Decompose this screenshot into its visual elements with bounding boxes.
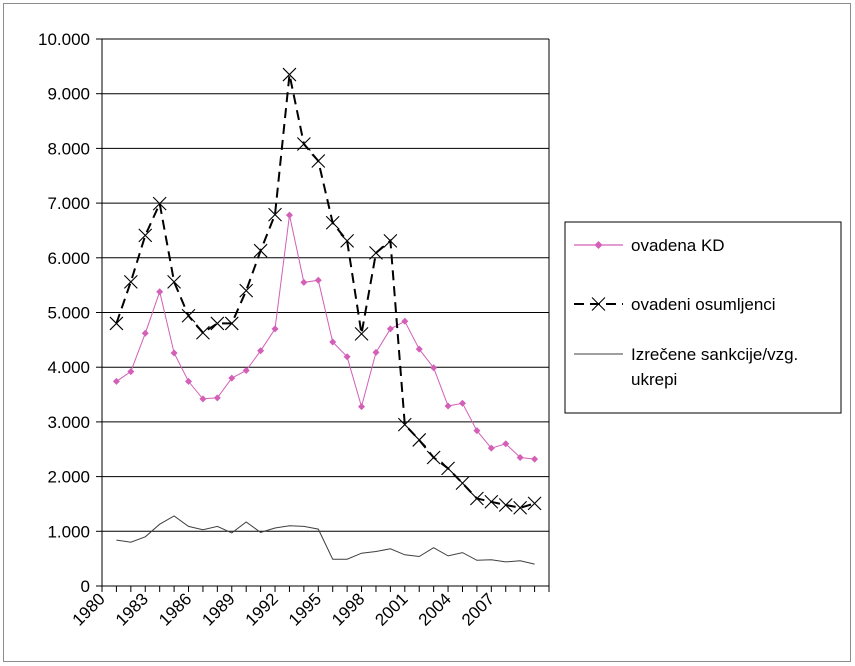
data-point-x xyxy=(123,274,138,289)
y-tick-label: 5.000 xyxy=(47,304,90,323)
x-tick-label: 1995 xyxy=(285,589,325,629)
data-point-x xyxy=(325,215,340,230)
data-point-diamond xyxy=(257,347,265,355)
data-point-diamond xyxy=(502,440,510,448)
data-point-x xyxy=(181,308,196,323)
legend-label-ovadena-kd: ovadena KD xyxy=(631,236,725,255)
data-point-diamond xyxy=(329,338,337,346)
data-point-diamond xyxy=(156,288,164,296)
x-tick-label: 2001 xyxy=(371,589,411,629)
x-tick-label: 1980 xyxy=(69,589,109,629)
y-tick-label: 6.000 xyxy=(47,249,90,268)
x-tick-label: 2004 xyxy=(415,589,455,629)
y-tick-label: 3.000 xyxy=(47,413,90,432)
y-tick-label: 0 xyxy=(81,577,90,596)
data-point-x xyxy=(412,433,427,447)
data-point-x xyxy=(138,228,153,243)
data-point-diamond xyxy=(314,276,322,284)
data-point-x xyxy=(253,243,268,258)
x-tick-label: 1992 xyxy=(242,589,282,629)
data-point-x xyxy=(210,316,225,331)
data-point-diamond xyxy=(401,317,409,325)
data-point-x xyxy=(224,316,239,331)
data-point-diamond xyxy=(487,444,495,452)
data-point-diamond xyxy=(185,377,193,385)
data-point-diamond xyxy=(213,394,221,402)
x-tick-label: 2007 xyxy=(458,589,498,629)
legend-box xyxy=(564,221,842,414)
data-point-diamond xyxy=(372,348,380,356)
data-point-diamond xyxy=(444,402,452,410)
data-point-diamond xyxy=(112,377,120,385)
x-axis-tick-labels: 1980 1983 1986 1989 1992 1995 1998 2001 2004 2007 xyxy=(69,589,499,629)
data-point-x xyxy=(484,494,499,509)
data-point-diamond xyxy=(343,353,351,361)
y-axis-tick-labels: 0 1.000 2.000 3.000 4.000 5.000 6.000 7.000 8.00… xyxy=(38,30,90,596)
data-point-x xyxy=(311,154,326,168)
series-line-2 xyxy=(115,74,535,509)
axes xyxy=(96,38,550,592)
y-tick-label: 10.000 xyxy=(38,30,90,49)
gridlines xyxy=(102,38,549,532)
data-point-diamond xyxy=(358,403,366,411)
x-tick-label: 1986 xyxy=(155,589,195,629)
x-tick-label: 1989 xyxy=(198,589,238,629)
data-point-diamond xyxy=(170,349,178,357)
data-point-diamond xyxy=(199,395,207,403)
data-point-diamond xyxy=(127,368,135,376)
data-point-x xyxy=(167,274,181,289)
data-point-x xyxy=(455,476,470,491)
legend-label-izrecene-sankcije-line1: Izrečene sankcije/vzg. xyxy=(631,345,798,364)
legend: ovadena KD ovadeni osumljenci Izrečene s… xyxy=(564,221,842,414)
legend-marker-ovadena-kd xyxy=(594,241,603,249)
data-point-x xyxy=(498,498,513,512)
data-point-x xyxy=(296,137,311,151)
data-point-x xyxy=(369,245,383,260)
data-point-diamond xyxy=(141,329,149,337)
data-point-diamond xyxy=(415,345,423,353)
legend-label-ovadeni-osumljenci: ovadeni osumljenci xyxy=(631,295,776,314)
data-point-x xyxy=(397,417,412,432)
y-tick-label: 7.000 xyxy=(47,194,90,213)
data-point-diamond xyxy=(300,278,308,286)
data-point-x xyxy=(340,233,355,248)
y-tick-label: 2.000 xyxy=(47,468,90,487)
legend-marker-ovadeni-osumljenci xyxy=(591,297,606,311)
data-point-diamond xyxy=(516,453,524,461)
y-tick-label: 8.000 xyxy=(47,139,90,158)
series-line-1 xyxy=(116,214,535,460)
data-point-x xyxy=(527,496,542,511)
data-point-x xyxy=(513,500,528,515)
series-line-3 xyxy=(116,515,535,565)
data-point-x xyxy=(268,207,282,222)
data-point-x xyxy=(196,325,210,340)
data-point-x xyxy=(109,316,124,331)
y-tick-label: 4.000 xyxy=(47,358,90,377)
data-point-x xyxy=(441,461,455,476)
data-point-diamond xyxy=(271,325,279,333)
data-point-x xyxy=(152,196,167,211)
data-point-x xyxy=(470,491,484,506)
data-point-diamond xyxy=(386,325,394,333)
data-point-x xyxy=(426,450,441,465)
x-tick-label: 1983 xyxy=(112,589,152,629)
x-tick-label: 1998 xyxy=(328,589,368,629)
series-markers xyxy=(109,67,542,515)
data-point-diamond xyxy=(242,366,250,374)
data-point-diamond xyxy=(228,374,236,382)
data-point-x xyxy=(354,326,369,341)
y-tick-label: 9.000 xyxy=(47,85,90,104)
data-point-diamond xyxy=(531,455,539,463)
y-tick-label: 1.000 xyxy=(47,522,90,541)
data-point-x xyxy=(383,233,398,248)
data-point-diamond xyxy=(458,399,466,407)
data-point-x xyxy=(282,67,297,82)
data-point-diamond xyxy=(285,211,293,219)
data-point-diamond xyxy=(430,364,438,372)
data-point-diamond xyxy=(473,427,481,435)
data-point-x xyxy=(239,283,254,298)
legend-label-izrecene-sankcije-line2: ukrepi xyxy=(631,370,677,389)
